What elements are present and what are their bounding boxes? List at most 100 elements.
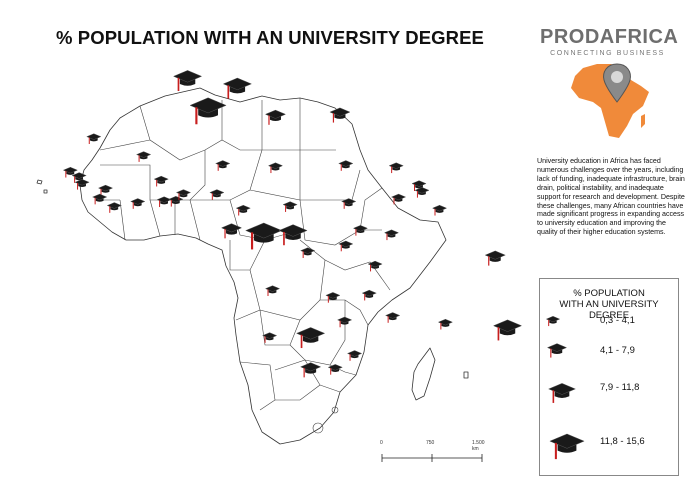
island-east bbox=[463, 371, 469, 379]
border-line bbox=[259, 309, 301, 346]
graduation-cap-icon bbox=[299, 362, 322, 378]
graduation-cap-icon bbox=[189, 97, 227, 125]
border-line bbox=[319, 384, 341, 393]
brand-block: PRODAFRICA CONNECTING BUSINESS bbox=[540, 26, 679, 57]
legend-label: 4,1 - 7,9 bbox=[600, 345, 635, 356]
island-canary bbox=[36, 179, 43, 185]
logo-madagascar bbox=[641, 114, 645, 128]
graduation-cap-icon bbox=[414, 187, 430, 198]
graduation-cap-icon bbox=[209, 189, 225, 200]
graduation-cap-icon bbox=[411, 180, 427, 191]
location-pin-icon bbox=[603, 63, 631, 103]
graduation-cap-icon bbox=[388, 162, 404, 174]
graduation-cap-icon bbox=[336, 316, 353, 328]
graduation-cap-icon bbox=[329, 107, 351, 123]
graduation-cap-icon bbox=[385, 312, 401, 323]
graduation-cap-icon bbox=[264, 109, 287, 125]
graduation-cap-icon bbox=[106, 202, 122, 213]
graduation-cap-icon bbox=[295, 327, 326, 349]
graduation-cap-icon bbox=[346, 350, 363, 361]
legend-title-line2: WITH AN UNIVERSITY DEGREE bbox=[559, 299, 659, 321]
graduation-cap-icon bbox=[97, 184, 114, 196]
brand-name: PRODAFRICA bbox=[540, 26, 679, 48]
graduation-cap-icon bbox=[222, 77, 253, 99]
border-line bbox=[249, 239, 326, 321]
symbol-layer bbox=[62, 70, 523, 378]
graduation-cap-icon bbox=[300, 247, 316, 258]
border-line bbox=[119, 199, 126, 241]
legend-box: % POPULATION WITH AN UNIVERSITY DEGREE 0… bbox=[539, 278, 679, 476]
graduation-cap-icon bbox=[278, 224, 308, 246]
border-line bbox=[229, 239, 266, 271]
graduation-cap-icon bbox=[549, 433, 585, 460]
graduation-cap-icon bbox=[71, 172, 87, 183]
legend-title: % POPULATION WITH AN UNIVERSITY DEGREE bbox=[540, 288, 678, 321]
graduation-cap-icon bbox=[548, 383, 576, 403]
border-line bbox=[190, 149, 263, 201]
graduation-cap-icon bbox=[235, 204, 251, 216]
scale-bar: 0 750 1.500 km bbox=[378, 440, 488, 469]
graduation-cap-icon bbox=[245, 222, 283, 250]
graduation-cap-icon bbox=[549, 433, 585, 460]
graduation-cap-icon bbox=[327, 364, 343, 375]
graduation-cap-icon bbox=[172, 70, 203, 92]
graduation-cap-icon bbox=[545, 316, 561, 327]
graduation-cap-icon bbox=[261, 332, 278, 343]
brand-tagline: CONNECTING BUSINESS bbox=[550, 50, 665, 57]
graduation-cap-icon bbox=[390, 193, 407, 205]
graduation-cap-icon bbox=[92, 193, 108, 205]
scale-label-mid: 750 bbox=[426, 440, 435, 446]
graduation-cap-icon bbox=[264, 285, 281, 296]
legend-title-line1: % POPULATION bbox=[573, 288, 645, 299]
graduation-cap-icon bbox=[156, 196, 172, 208]
graduation-cap-icon bbox=[361, 289, 377, 301]
border-line bbox=[239, 361, 276, 411]
border-line bbox=[324, 259, 391, 291]
graduation-cap-icon bbox=[130, 198, 146, 209]
border-line bbox=[99, 139, 151, 151]
graduation-cap-icon bbox=[325, 292, 341, 303]
border-line bbox=[235, 309, 261, 321]
graduation-cap-icon bbox=[383, 229, 400, 241]
graduation-cap-icon bbox=[546, 343, 568, 358]
description-text: University education in Africa has faced… bbox=[537, 157, 685, 237]
graduation-cap-icon bbox=[431, 204, 448, 216]
graduation-cap-icon bbox=[74, 179, 90, 190]
africa-pin-logo-icon bbox=[571, 63, 649, 138]
graduation-cap-icon bbox=[267, 162, 284, 174]
graduation-cap-icon bbox=[86, 133, 102, 145]
island-capeverde bbox=[43, 189, 48, 194]
graduation-cap-icon bbox=[153, 175, 169, 187]
graduation-cap-icon bbox=[545, 316, 561, 327]
graduation-cap-icon bbox=[135, 151, 152, 162]
graduation-cap-icon bbox=[220, 223, 243, 239]
graduation-cap-icon bbox=[338, 160, 354, 171]
border-line bbox=[189, 199, 201, 241]
graduation-cap-icon bbox=[367, 260, 383, 272]
map-title: % POPULATION WITH AN UNIVERSITY DEGREE bbox=[56, 27, 484, 48]
legend-label: 0,3 - 4,1 bbox=[600, 315, 635, 326]
legend-label: 7,9 - 11,8 bbox=[600, 382, 640, 393]
graduation-cap-icon bbox=[437, 318, 454, 330]
border-line bbox=[359, 187, 383, 231]
graduation-cap-icon bbox=[546, 343, 568, 358]
graduation-cap-icon bbox=[282, 201, 298, 212]
madagascar bbox=[411, 347, 436, 401]
scale-label-end: 1.500 km bbox=[472, 440, 485, 452]
scale-bar-line bbox=[381, 454, 483, 462]
eswatini-border bbox=[331, 406, 339, 414]
graduation-cap-icon bbox=[548, 383, 576, 403]
graduation-cap-icon bbox=[352, 225, 369, 236]
graduation-cap-icon bbox=[484, 250, 506, 266]
graduation-cap-icon bbox=[175, 189, 192, 200]
continent-outline bbox=[79, 87, 447, 445]
lesotho-border bbox=[312, 422, 324, 434]
africa-landmass bbox=[36, 87, 469, 445]
graduation-cap-icon bbox=[215, 160, 231, 171]
legend-label: 11,8 - 15,6 bbox=[600, 436, 645, 447]
country-borders bbox=[99, 98, 391, 434]
graduation-cap-icon bbox=[341, 198, 357, 209]
border-line bbox=[299, 199, 382, 246]
graduation-cap-icon bbox=[338, 240, 354, 252]
